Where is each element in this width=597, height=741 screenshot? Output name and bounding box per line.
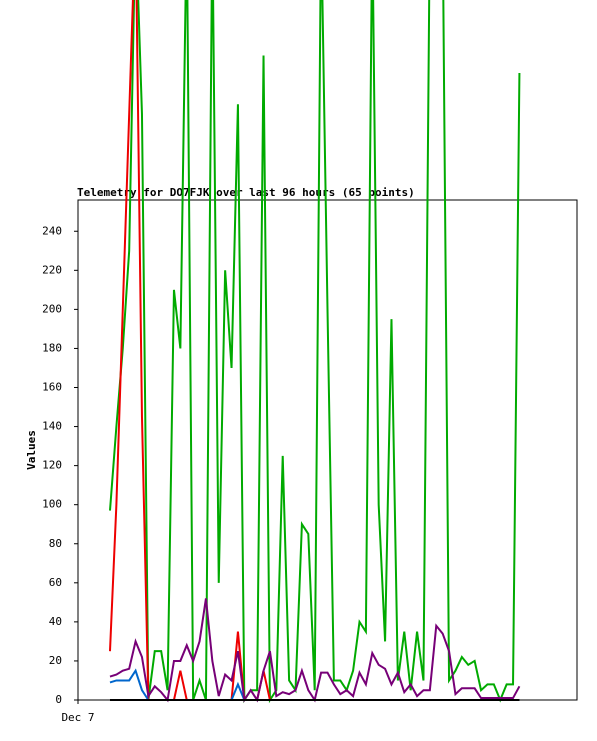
y-tick-label: 20 [49, 654, 62, 667]
y-tick-label: 80 [49, 537, 62, 550]
series-line [108, 0, 521, 704]
y-tick-label: 140 [42, 420, 62, 433]
y-tick-label: 120 [42, 459, 62, 472]
y-tick-label: 100 [42, 498, 62, 511]
chart-title: Telemetry for DO7FJK over last 96 hours … [77, 186, 415, 199]
y-tick-label: 160 [42, 381, 62, 394]
x-tick-label: Dec 7 [61, 711, 94, 724]
y-tick-label: 60 [49, 576, 62, 589]
y-tick-label: 200 [42, 302, 62, 315]
y-tick-label: 180 [42, 341, 62, 354]
y-tick-label: 40 [49, 615, 62, 628]
y-tick-label: 0 [55, 693, 62, 706]
y-tick-label: 240 [42, 224, 62, 237]
y-axis-label: Values [25, 430, 38, 470]
y-tick-label: 220 [42, 263, 62, 276]
